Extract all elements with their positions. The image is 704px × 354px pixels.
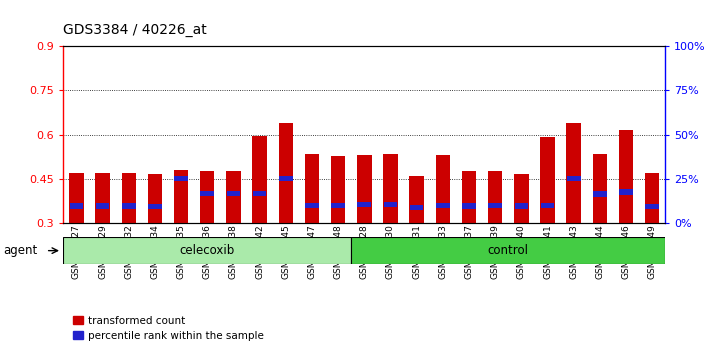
Bar <box>436 155 450 223</box>
Bar <box>646 204 659 210</box>
Bar <box>514 175 529 223</box>
Bar <box>331 156 346 223</box>
Bar <box>305 154 319 223</box>
Bar <box>148 175 162 223</box>
Text: GDS3384 / 40226_at: GDS3384 / 40226_at <box>63 23 207 37</box>
Bar <box>541 202 554 208</box>
Bar <box>174 170 189 223</box>
Bar <box>279 123 293 223</box>
Bar <box>332 202 345 208</box>
Bar <box>410 205 424 210</box>
Bar <box>436 202 450 208</box>
Bar <box>358 202 371 207</box>
Legend: transformed count, percentile rank within the sample: transformed count, percentile rank withi… <box>68 312 268 345</box>
Bar <box>619 130 633 223</box>
Bar <box>489 202 502 208</box>
Bar <box>305 202 319 208</box>
Bar <box>122 203 136 209</box>
Bar <box>253 136 267 223</box>
Bar <box>201 191 214 196</box>
Bar <box>357 155 372 223</box>
Bar <box>384 202 397 207</box>
Bar <box>515 203 528 209</box>
Bar <box>253 191 267 196</box>
Bar <box>279 176 293 181</box>
Bar <box>69 173 84 223</box>
Bar <box>226 171 241 223</box>
Bar <box>567 123 581 223</box>
Text: agent: agent <box>4 244 38 257</box>
Bar <box>175 176 188 181</box>
Text: celecoxib: celecoxib <box>180 244 235 257</box>
Bar <box>227 191 240 196</box>
Bar <box>593 192 607 197</box>
Bar <box>488 171 503 223</box>
Bar <box>410 176 424 223</box>
Bar <box>96 203 109 209</box>
Bar <box>567 176 581 181</box>
Text: control: control <box>488 244 529 257</box>
Bar <box>351 237 665 264</box>
Bar <box>593 154 607 223</box>
Bar <box>540 137 555 223</box>
Bar <box>383 154 398 223</box>
Bar <box>620 189 633 195</box>
Bar <box>70 203 83 209</box>
Bar <box>645 173 660 223</box>
Bar <box>462 203 476 209</box>
Bar <box>200 171 215 223</box>
Bar <box>96 173 110 223</box>
Bar <box>462 171 476 223</box>
Bar <box>148 204 162 210</box>
Bar <box>122 173 136 223</box>
Bar <box>63 237 351 264</box>
